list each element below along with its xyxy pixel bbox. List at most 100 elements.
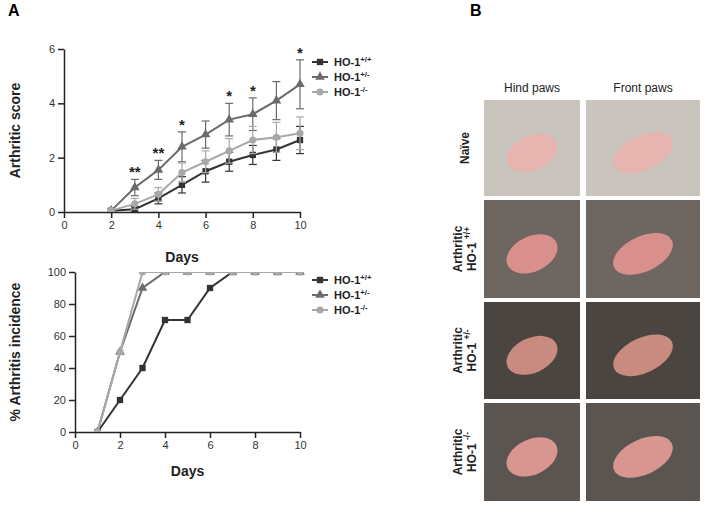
y-tick: 0 — [49, 206, 64, 218]
photo-background — [484, 403, 580, 501]
photo-paw — [500, 126, 563, 180]
marker — [115, 346, 125, 354]
marker — [178, 169, 185, 176]
error-bar-cap — [202, 172, 210, 173]
y-axis-title: % Arthritis incidence — [7, 282, 23, 421]
series-line — [111, 140, 300, 211]
error-bar-cap — [131, 195, 139, 196]
y-tick-mark — [69, 304, 75, 306]
x-axis: 0246810 — [61, 212, 306, 231]
x-tick: 0 — [72, 432, 78, 451]
x-tick-mark — [255, 432, 257, 438]
series — [107, 117, 304, 212]
marker — [94, 428, 101, 432]
x-tick: 6 — [203, 212, 209, 231]
y-tick-mark — [58, 49, 64, 51]
error-bar-cap — [225, 135, 233, 136]
legend-label: HO-1+/- — [334, 288, 370, 302]
error-bar-cap — [296, 149, 304, 150]
error-bar-cap — [202, 182, 210, 183]
marker — [106, 205, 116, 212]
row-label: HO-1 +/- — [462, 329, 479, 371]
annotation: * — [250, 82, 256, 99]
photo-background — [586, 403, 700, 501]
error-bar-cap — [178, 182, 186, 183]
error-bar-cap — [272, 152, 280, 153]
y-tick: 20 — [54, 394, 75, 406]
x-tick: 6 — [207, 432, 213, 451]
photo — [586, 200, 700, 298]
figure: 02468100246DaysArthritic score********HO… — [0, 0, 710, 508]
photo-paw — [607, 427, 680, 486]
x-tick: 8 — [250, 212, 256, 231]
y-tick-label: 60 — [54, 330, 66, 342]
error-bar-cap — [131, 198, 139, 199]
marker — [184, 272, 191, 276]
series-line — [111, 133, 300, 210]
y-axis-line — [64, 50, 66, 213]
series — [93, 272, 305, 432]
y-tick-label: 20 — [54, 394, 66, 406]
x-tick-mark — [205, 212, 207, 218]
photo — [484, 403, 580, 501]
y-axis-line — [75, 273, 77, 433]
x-tick: 2 — [109, 212, 115, 231]
error-bar-cap — [202, 148, 210, 149]
marker — [229, 272, 235, 275]
marker — [274, 272, 280, 275]
error-bar — [178, 163, 186, 182]
photo-background — [586, 200, 700, 298]
error-bar-cap — [154, 201, 162, 202]
error-bar-cap — [272, 122, 280, 123]
marker — [250, 272, 260, 275]
legend: HO-1+/+HO-1+/-HO-1-/- — [312, 55, 372, 99]
error-bar-cap — [225, 138, 233, 139]
marker — [108, 207, 115, 212]
panel-label: B — [470, 2, 482, 19]
marker — [117, 397, 123, 403]
x-tick-mark — [300, 432, 302, 438]
legend-marker — [315, 289, 325, 297]
x-tick-label: 6 — [203, 219, 209, 231]
photo-background — [586, 302, 700, 399]
y-tick-label: 80 — [54, 298, 66, 310]
x-tick-label: 0 — [61, 219, 67, 231]
error-bar-cap — [249, 126, 257, 127]
error-bar — [296, 60, 304, 109]
marker — [116, 348, 123, 355]
marker — [249, 136, 256, 143]
marker — [155, 191, 162, 198]
photo — [484, 302, 580, 399]
error-bar-cap — [272, 81, 280, 82]
y-tick-mark — [69, 368, 75, 370]
x-tick-label: 8 — [250, 219, 256, 231]
error-bar — [272, 122, 280, 152]
photo-background — [586, 100, 700, 196]
marker — [94, 429, 100, 432]
marker — [228, 272, 238, 275]
error-bar-cap — [202, 120, 210, 121]
legend-marker — [317, 277, 323, 283]
marker — [177, 141, 187, 149]
legend-label: HO-1+/+ — [334, 273, 372, 287]
error-bar-cap — [296, 153, 304, 154]
column-header: Front paws — [613, 81, 672, 95]
column-header: Hind paws — [504, 81, 560, 95]
marker — [296, 130, 303, 137]
error-bar-cap — [202, 150, 210, 151]
legend-label: HO-1+/+ — [334, 55, 372, 69]
y-tick: 100 — [48, 266, 75, 278]
y-tick: 6 — [49, 43, 64, 55]
photo — [586, 100, 700, 196]
x-tick-label: 8 — [252, 439, 258, 451]
marker — [297, 272, 303, 275]
error-bar-cap — [178, 192, 186, 193]
x-tick: 0 — [61, 212, 67, 231]
error-bar — [131, 179, 139, 195]
annotation: * — [226, 87, 232, 104]
error-bar-cap — [225, 171, 233, 172]
row-label: HO-1 -/- — [462, 432, 479, 472]
row-label: HO-1 +/+ — [462, 227, 479, 271]
photo — [586, 403, 700, 501]
photo — [586, 302, 700, 399]
